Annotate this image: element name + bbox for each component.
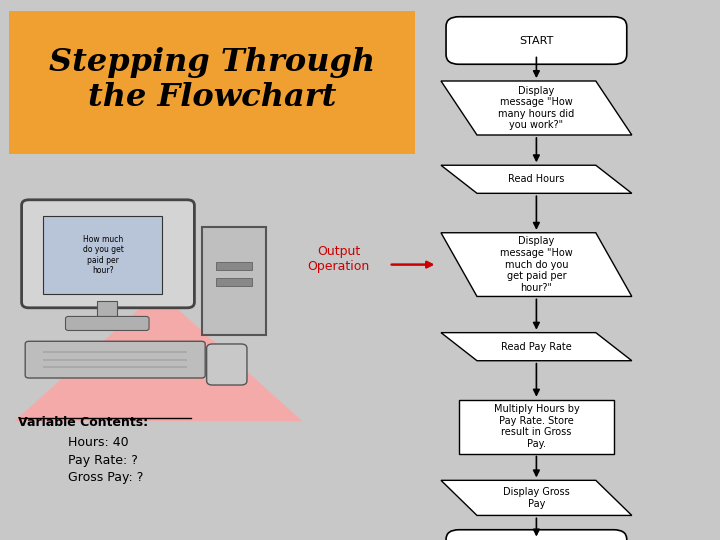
FancyBboxPatch shape (207, 344, 247, 385)
FancyBboxPatch shape (216, 278, 252, 286)
Polygon shape (14, 292, 302, 421)
Polygon shape (43, 351, 187, 353)
FancyBboxPatch shape (202, 227, 266, 335)
Text: Display Gross
Pay: Display Gross Pay (503, 487, 570, 509)
FancyBboxPatch shape (446, 17, 626, 64)
Text: Read Hours: Read Hours (508, 174, 564, 184)
FancyBboxPatch shape (9, 11, 415, 154)
FancyBboxPatch shape (43, 216, 162, 294)
Text: Pay Rate: ?: Pay Rate: ? (68, 454, 138, 467)
FancyBboxPatch shape (25, 341, 205, 378)
Polygon shape (43, 366, 187, 368)
FancyBboxPatch shape (97, 301, 117, 321)
Text: START: START (519, 36, 554, 45)
FancyBboxPatch shape (216, 262, 252, 270)
Polygon shape (441, 233, 632, 296)
Text: Display
message "How
much do you
get paid per
hour?": Display message "How much do you get pai… (500, 237, 573, 293)
Text: How much
do you get
paid per
hour?: How much do you get paid per hour? (83, 235, 123, 275)
Polygon shape (441, 165, 632, 193)
Text: Hours: 40: Hours: 40 (68, 436, 129, 449)
Text: Variable Contents:: Variable Contents: (18, 416, 148, 429)
Polygon shape (43, 359, 187, 361)
FancyBboxPatch shape (446, 530, 626, 540)
FancyBboxPatch shape (66, 316, 149, 330)
Text: Gross Pay: ?: Gross Pay: ? (68, 471, 144, 484)
Text: Multiply Hours by
Pay Rate. Store
result in Gross
Pay.: Multiply Hours by Pay Rate. Store result… (493, 404, 580, 449)
Polygon shape (441, 81, 632, 135)
Polygon shape (441, 333, 632, 361)
Text: Output
Operation: Output Operation (307, 245, 369, 273)
FancyBboxPatch shape (459, 400, 613, 454)
Text: Stepping Through
the Flowchart: Stepping Through the Flowchart (50, 46, 375, 113)
Text: Read Pay Rate: Read Pay Rate (501, 342, 572, 352)
FancyBboxPatch shape (22, 200, 194, 308)
Text: Display
message "How
many hours did
you work?": Display message "How many hours did you … (498, 86, 575, 130)
Polygon shape (441, 481, 632, 515)
